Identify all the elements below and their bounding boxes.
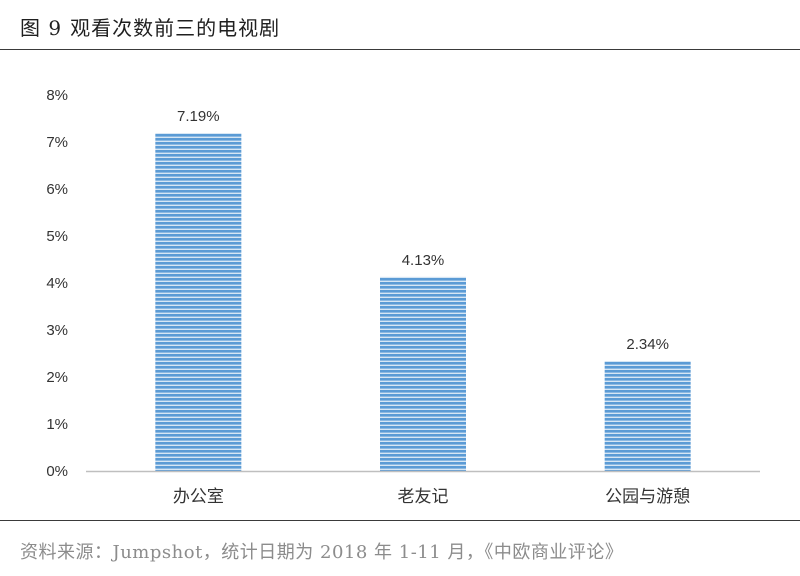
figure-title: 图 9 观看次数前三的电视剧 [20,12,288,42]
y-tick-label: 3% [46,322,68,339]
bar-chart: 0% 1% 2% 3% 4% 5% 6% 7% 8% 7.19% 4.13% 2.34% 办公室 老友… [46,87,760,507]
top-divider [0,49,800,50]
y-tick-label: 7% [46,134,68,151]
y-tick-label: 5% [46,228,68,245]
bar-value-label: 4.13% [402,252,445,269]
x-category-label: 公园与游憩 [605,487,690,507]
figure-number: 图 9 [20,16,63,40]
y-tick-label: 2% [46,369,68,386]
bars: 7.19% 4.13% 2.34% [155,108,691,471]
x-axis: 办公室 老友记 公园与游憩 [86,470,760,507]
source-note: 资料来源：Jumpshot，统计日期为 2018 年 1-11 月，《中欧商业评… [20,542,624,563]
bar-value-label: 7.19% [177,108,220,125]
y-tick-label: 8% [46,87,68,104]
y-tick-label: 1% [46,416,68,433]
x-category-label: 办公室 [173,487,224,507]
y-axis: 0% 1% 2% 3% 4% 5% 6% 7% 8% [46,87,68,480]
y-tick-label: 0% [46,463,68,480]
bar [155,133,242,471]
bottom-divider [0,520,800,521]
bar-value-label: 2.34% [626,336,669,353]
y-tick-label: 6% [46,181,68,198]
bar [604,361,691,471]
y-tick-label: 4% [46,275,68,292]
x-category-label: 老友记 [398,487,449,507]
figure-title-text: 观看次数前三的电视剧 [70,16,281,40]
bar [380,276,466,471]
